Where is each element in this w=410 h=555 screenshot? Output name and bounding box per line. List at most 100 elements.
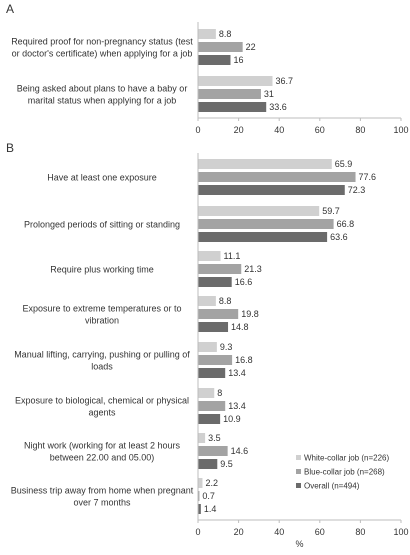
data-label-blue-collar: 66.8 (337, 219, 355, 229)
data-label-blue-collar: 77.6 (359, 172, 377, 182)
x-tick-label: 60 (315, 527, 325, 537)
legend-label-overall: Overall (n=494) (304, 482, 360, 491)
data-label-overall: 1.4 (204, 504, 217, 514)
data-label-overall: 72.3 (348, 185, 366, 195)
bar-blue-collar (198, 264, 242, 274)
category-label: Manual lifting, carrying, pushing or pul… (14, 350, 190, 360)
x-tick-label: 80 (355, 125, 365, 135)
category-label: agents (88, 408, 116, 418)
data-label-overall: 63.6 (330, 232, 348, 242)
data-label-white-collar: 11.1 (224, 251, 241, 261)
data-label-blue-collar: 16.8 (235, 355, 253, 365)
data-label-blue-collar: 0.7 (202, 491, 215, 501)
category-label: Exposure to extreme temperatures or to (22, 304, 181, 314)
x-tick-label: 60 (315, 125, 325, 135)
data-label-overall: 10.9 (223, 414, 241, 424)
data-label-blue-collar: 13.4 (228, 401, 246, 411)
x-tick-label: 0 (195, 527, 200, 537)
bar-overall (198, 55, 231, 65)
legend-label-blue-collar: Blue-collar job (n=268) (304, 468, 385, 477)
data-label-white-collar: 8.8 (219, 29, 232, 39)
bar-overall (198, 102, 267, 112)
data-label-overall: 13.4 (228, 368, 246, 378)
data-label-white-collar: 2.2 (205, 478, 218, 488)
bar-blue-collar (198, 401, 226, 411)
bar-blue-collar (198, 355, 233, 365)
category-label: loads (91, 362, 113, 372)
data-label-blue-collar: 19.8 (241, 309, 259, 319)
legend-swatch-blue-collar (296, 469, 301, 474)
data-label-white-collar: 9.3 (220, 342, 233, 352)
bar-overall (198, 185, 345, 195)
bar-overall (198, 277, 232, 287)
category-label: Required proof for non-pregnancy status … (11, 37, 193, 47)
data-label-blue-collar: 14.6 (231, 446, 249, 456)
data-label-overall: 16 (233, 55, 243, 65)
data-label-overall: 14.8 (231, 322, 249, 332)
bar-white-collar (198, 342, 217, 352)
x-tick-label: 40 (274, 125, 284, 135)
bar-white-collar (198, 251, 221, 261)
legend-swatch-white-collar (296, 455, 301, 460)
data-label-blue-collar: 31 (264, 89, 274, 99)
category-label: Night work (working for at least 2 hours (24, 441, 181, 451)
bar-white-collar (198, 76, 273, 86)
data-label-blue-collar: 21.3 (244, 264, 262, 274)
bar-blue-collar (198, 42, 243, 52)
data-label-white-collar: 36.7 (276, 76, 294, 86)
bar-overall (198, 232, 328, 242)
x-tick-label: 20 (234, 125, 244, 135)
data-label-white-collar: 8 (217, 388, 222, 398)
category-label: between 22.00 and 05.00) (50, 453, 155, 463)
category-label: marital status when applying for a job (28, 96, 177, 106)
bar-white-collar (198, 159, 332, 169)
x-axis-label: % (295, 539, 303, 549)
x-tick-label: 40 (274, 527, 284, 537)
bar-blue-collar (198, 219, 334, 229)
bar-blue-collar (198, 491, 200, 501)
data-label-white-collar: 59.7 (322, 206, 340, 216)
category-label: over 7 months (73, 498, 131, 508)
x-tick-label: 20 (234, 527, 244, 537)
category-label: Business trip away from home when pregna… (11, 486, 194, 496)
bar-white-collar (198, 433, 206, 443)
category-label: Being asked about plans to have a baby o… (17, 84, 188, 94)
x-tick-label: 80 (355, 527, 365, 537)
panel-label-b: B (6, 141, 14, 155)
data-label-white-collar: 8.8 (219, 296, 232, 306)
bar-white-collar (198, 388, 215, 398)
data-label-white-collar: 3.5 (208, 433, 221, 443)
bar-white-collar (198, 296, 216, 306)
category-label: vibration (85, 316, 119, 326)
bar-white-collar (198, 29, 216, 39)
data-label-overall: 9.5 (220, 459, 233, 469)
x-tick-label: 100 (393, 527, 408, 537)
bar-overall (198, 504, 201, 514)
bar-blue-collar (198, 89, 261, 99)
bar-blue-collar (198, 446, 228, 456)
x-tick-label: 100 (393, 125, 408, 135)
bar-white-collar (198, 478, 203, 488)
bar-overall (198, 414, 221, 424)
bar-overall (198, 459, 218, 469)
data-label-overall: 16.6 (235, 277, 253, 287)
bar-white-collar (198, 206, 320, 216)
data-label-overall: 33.6 (269, 102, 287, 112)
category-label: Exposure to biological, chemical or phys… (15, 396, 189, 406)
panel-label-a: A (6, 2, 14, 16)
data-label-blue-collar: 22 (246, 42, 256, 52)
bar-overall (198, 322, 229, 332)
bar-overall (198, 368, 226, 378)
x-tick-label: 0 (195, 125, 200, 135)
category-label: or doctor's certificate) when applying f… (12, 49, 193, 59)
data-label-white-collar: 65.9 (335, 159, 353, 169)
category-label: Require plus working time (50, 265, 154, 275)
legend-label-white-collar: White-collar job (n=226) (304, 454, 389, 463)
bar-blue-collar (198, 309, 239, 319)
category-label: Have at least one exposure (47, 173, 157, 183)
legend-swatch-overall (296, 483, 301, 488)
category-label: Prolonged periods of sitting or standing (24, 220, 180, 230)
bar-blue-collar (198, 172, 356, 182)
